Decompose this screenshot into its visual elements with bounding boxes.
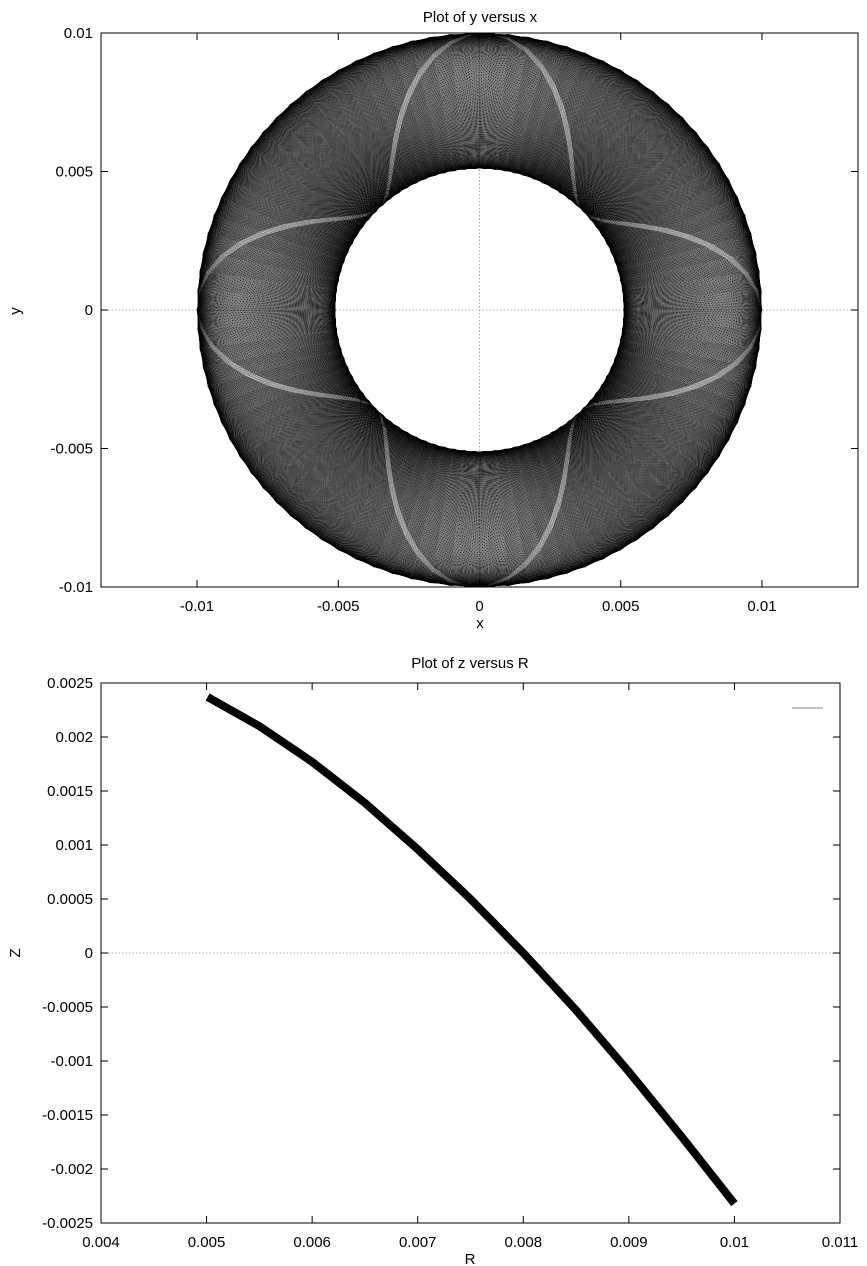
y-tick-label: -0.0005	[42, 999, 93, 1016]
y-tick-label: -0.0015	[42, 1107, 93, 1124]
chart1-y-axis-label: y	[7, 307, 24, 315]
y-tick-label: -0.002	[50, 1161, 93, 1178]
chart1-ticks: -0.01 -0.005 0 0.005 0.01 -0.01 -0.005 0 0.005 0.…	[50, 25, 858, 615]
x-tick-label: 0.01	[747, 598, 776, 615]
y-tick-label: 0	[85, 945, 93, 962]
x-tick-label: 0.005	[602, 598, 640, 615]
x-tick-label: -0.01	[180, 598, 214, 615]
x-tick-label: 0.007	[399, 1234, 437, 1251]
y-tick-label: 0.001	[55, 837, 93, 854]
chart-y-versus-x: Plot of y versus x -0.01 -0.005 0 0.005 0.01…	[7, 9, 859, 632]
x-tick-label: 0.01	[720, 1234, 749, 1251]
y-tick-label: 0.01	[64, 25, 93, 42]
chart2-title: Plot of z versus R	[411, 655, 529, 672]
y-tick-label: 0.0005	[47, 891, 93, 908]
y-tick-label: -0.0025	[42, 1215, 93, 1232]
x-tick-label: 0.006	[293, 1234, 331, 1251]
chart2-y-axis-label: Z	[7, 948, 24, 957]
y-tick-label: 0.002	[55, 729, 93, 746]
y-tick-label: 0.0015	[47, 783, 93, 800]
chart1-x-axis-label: x	[476, 615, 484, 632]
y-tick-label: 0.005	[55, 164, 93, 181]
y-tick-label: -0.005	[50, 441, 93, 458]
chart1-marks	[101, 32, 858, 588]
chart2-ticks: 0.004 0.005 0.006 0.007 0.008 0.009 0.01 0.011 -…	[42, 675, 858, 1251]
y-tick-label: -0.001	[50, 1053, 93, 1070]
x-tick-label: -0.005	[317, 598, 360, 615]
x-tick-label: 0.009	[610, 1234, 648, 1251]
orbit-curve	[196, 32, 763, 588]
y-tick-label: 0.0025	[47, 675, 93, 692]
chart-z-versus-r: Plot of z versus R 0.004 0.005 0.006 0.007 0…	[7, 655, 858, 1266]
x-tick-label: 0.008	[505, 1234, 543, 1251]
y-tick-label: 0	[85, 302, 93, 319]
chart2-x-axis-label: R	[465, 1251, 476, 1266]
chart1-title: Plot of y versus x	[423, 9, 538, 26]
x-tick-label: 0.005	[188, 1234, 226, 1251]
x-tick-label: 0	[475, 598, 483, 615]
chart2-marks	[101, 693, 840, 1207]
y-tick-label: -0.01	[59, 579, 93, 596]
x-tick-label: 0.004	[82, 1234, 120, 1251]
x-tick-label: 0.011	[822, 1234, 858, 1251]
